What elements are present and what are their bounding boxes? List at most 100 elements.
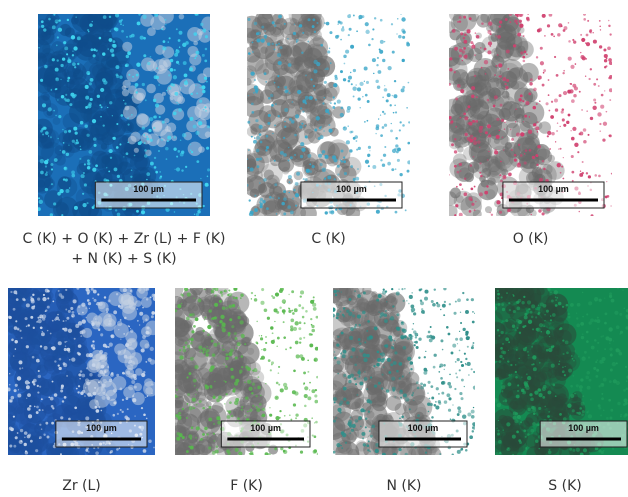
speckle: [195, 317, 199, 321]
speckle: [48, 18, 51, 21]
speckle: [383, 154, 386, 157]
speckle: [56, 45, 58, 47]
speckle: [543, 304, 547, 308]
speckle: [356, 149, 358, 151]
speckle: [303, 337, 305, 339]
speckle: [494, 399, 498, 403]
speckle: [237, 316, 240, 319]
speckle: [116, 293, 118, 295]
speckle: [178, 108, 182, 112]
speckle: [562, 118, 565, 121]
speckle: [293, 369, 296, 372]
speckle: [499, 25, 501, 27]
speckle: [620, 414, 622, 416]
speckle: [31, 299, 35, 303]
speckle: [137, 320, 139, 322]
speckle: [115, 209, 117, 211]
speckle: [288, 310, 291, 313]
speckle: [50, 136, 52, 138]
scale-bar-label: 100 µm: [408, 423, 439, 433]
speckle: [355, 383, 357, 385]
speckle: [52, 407, 54, 409]
speckle: [460, 170, 462, 172]
speckle: [249, 453, 250, 454]
speckle: [255, 395, 257, 397]
speckle: [279, 410, 281, 412]
speckle: [463, 37, 466, 40]
speckle: [85, 449, 88, 452]
speckle: [392, 453, 396, 457]
speckle: [399, 129, 401, 131]
speckle: [123, 156, 124, 157]
speckle: [206, 346, 207, 347]
speckle: [277, 337, 280, 340]
speckle: [254, 195, 256, 197]
speckle: [259, 125, 263, 129]
speckle: [290, 211, 294, 215]
speckle: [504, 122, 505, 123]
speckle: [237, 342, 241, 346]
speckle: [348, 380, 351, 383]
speckle: [574, 393, 576, 395]
speckle: [307, 41, 309, 43]
speckle: [394, 340, 395, 341]
speckle: [430, 385, 433, 388]
speckle: [101, 355, 105, 359]
speckle: [151, 311, 155, 315]
speckle: [458, 410, 462, 414]
speckle: [222, 306, 225, 309]
speckle: [88, 302, 91, 305]
speckle: [623, 389, 626, 392]
speckle: [562, 366, 564, 368]
speckle: [182, 349, 186, 353]
speckle: [13, 355, 15, 357]
speckle: [508, 382, 512, 386]
speckle: [98, 406, 100, 408]
speckle: [277, 53, 281, 57]
speckle: [141, 373, 145, 377]
speckle: [92, 168, 96, 172]
speckle: [165, 19, 167, 21]
speckle: [546, 349, 549, 352]
speckle: [282, 309, 286, 313]
speckle: [340, 352, 342, 354]
speckle: [589, 452, 590, 453]
speckle: [428, 331, 431, 334]
speckle: [587, 20, 589, 22]
speckle: [131, 170, 133, 172]
speckle: [134, 155, 136, 157]
speckle: [544, 314, 545, 315]
speckle: [429, 398, 431, 400]
scale-bar-label: 100 µm: [336, 184, 367, 194]
texture: [305, 84, 326, 105]
speckle: [519, 20, 522, 23]
speckle: [304, 386, 308, 390]
speckle: [576, 317, 578, 319]
speckle: [508, 350, 509, 351]
speckle: [595, 375, 598, 378]
speckle: [386, 99, 389, 102]
speckle: [369, 430, 371, 432]
speckle: [333, 397, 337, 401]
speckle: [108, 299, 111, 302]
speckle: [368, 146, 371, 149]
speckle: [106, 308, 109, 311]
speckle: [147, 62, 150, 65]
speckle: [480, 175, 483, 178]
speckle: [214, 316, 217, 319]
speckle: [457, 358, 460, 361]
speckle: [13, 308, 16, 311]
speckle: [525, 347, 527, 349]
speckle: [435, 406, 439, 410]
speckle: [608, 399, 611, 402]
speckle: [463, 328, 466, 331]
speckle: [159, 171, 160, 172]
speckle: [563, 124, 566, 127]
speckle: [530, 78, 533, 81]
speckle: [389, 318, 391, 320]
speckle: [248, 149, 249, 150]
speckle: [128, 74, 130, 76]
speckle: [290, 156, 293, 159]
speckle: [444, 400, 447, 403]
panel-label: F (K): [230, 478, 263, 494]
